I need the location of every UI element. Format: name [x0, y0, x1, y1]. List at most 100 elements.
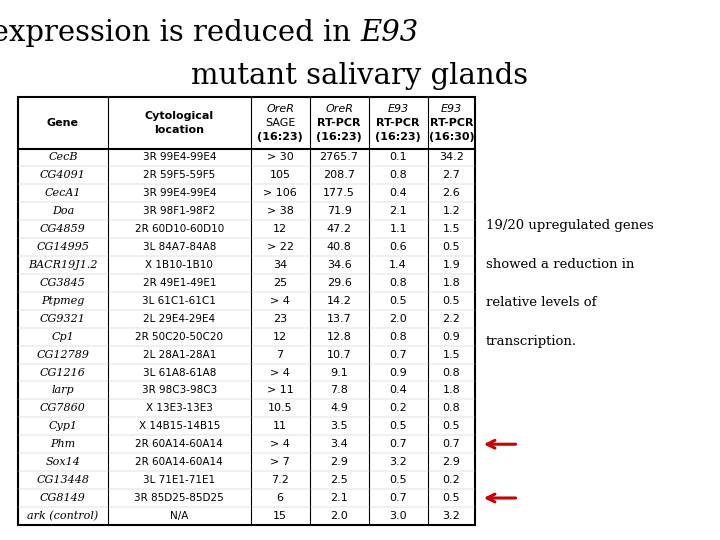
- Text: 0.5: 0.5: [390, 475, 407, 485]
- Text: transcription.: transcription.: [486, 335, 577, 348]
- Text: E93: E93: [360, 19, 418, 47]
- Text: 105: 105: [269, 171, 291, 180]
- Text: 1.5: 1.5: [443, 224, 460, 234]
- Text: > 106: > 106: [264, 188, 297, 198]
- Text: 3L 61A8-61A8: 3L 61A8-61A8: [143, 368, 216, 377]
- Text: BACR19J1.2: BACR19J1.2: [28, 260, 98, 270]
- Text: E93: E93: [387, 104, 409, 114]
- Text: Cp1: Cp1: [52, 332, 74, 342]
- Text: 2.1: 2.1: [390, 206, 407, 216]
- Text: 11: 11: [273, 421, 287, 431]
- Text: Phm: Phm: [50, 439, 76, 449]
- Text: Sox14: Sox14: [45, 457, 81, 467]
- Text: 2.2: 2.2: [443, 314, 460, 324]
- Text: Gene: Gene: [47, 118, 79, 128]
- Text: 0.7: 0.7: [390, 349, 407, 360]
- Text: X 14B15-14B15: X 14B15-14B15: [138, 421, 220, 431]
- Text: location: location: [154, 125, 204, 135]
- Text: Cytological: Cytological: [145, 111, 214, 121]
- Text: 3L 61C1-61C1: 3L 61C1-61C1: [143, 296, 216, 306]
- Text: CecB: CecB: [48, 152, 78, 163]
- Text: 12.8: 12.8: [327, 332, 351, 342]
- Text: 2.9: 2.9: [443, 457, 460, 467]
- Text: 1.9: 1.9: [443, 260, 460, 270]
- Text: 2.9: 2.9: [330, 457, 348, 467]
- Text: 0.1: 0.1: [390, 152, 407, 163]
- Text: CG8149: CG8149: [40, 493, 86, 503]
- Text: > 4: > 4: [270, 296, 290, 306]
- Text: (16:23): (16:23): [316, 132, 362, 142]
- Text: 0.2: 0.2: [390, 403, 407, 414]
- Text: RT-PCR: RT-PCR: [377, 118, 420, 128]
- Text: 0.8: 0.8: [390, 332, 407, 342]
- Text: 71.9: 71.9: [327, 206, 351, 216]
- Text: > 4: > 4: [270, 368, 290, 377]
- Text: 1.5: 1.5: [443, 349, 460, 360]
- Text: 177.5: 177.5: [323, 188, 355, 198]
- Text: X 1B10-1B10: X 1B10-1B10: [145, 260, 213, 270]
- Text: X 13E3-13E3: X 13E3-13E3: [146, 403, 212, 414]
- Text: 0.8: 0.8: [443, 403, 460, 414]
- Text: CG3845: CG3845: [40, 278, 86, 288]
- Text: relative levels of: relative levels of: [486, 296, 596, 309]
- Text: 0.7: 0.7: [390, 439, 407, 449]
- Text: 2.5: 2.5: [330, 475, 348, 485]
- Text: (16:30): (16:30): [428, 132, 474, 142]
- Text: Doa: Doa: [52, 206, 74, 216]
- Text: 2R 59F5-59F5: 2R 59F5-59F5: [143, 171, 215, 180]
- Text: 2.6: 2.6: [443, 188, 460, 198]
- Text: 10.7: 10.7: [327, 349, 351, 360]
- Text: OreR: OreR: [266, 104, 294, 114]
- Text: RT-PCR: RT-PCR: [430, 118, 473, 128]
- Text: > 11: > 11: [266, 386, 294, 395]
- Text: 3R 98F1-98F2: 3R 98F1-98F2: [143, 206, 215, 216]
- Text: Cyp1: Cyp1: [48, 421, 78, 431]
- Text: CG1216: CG1216: [40, 368, 86, 377]
- Text: 13.7: 13.7: [327, 314, 351, 324]
- Text: 0.5: 0.5: [443, 242, 460, 252]
- Text: larp: larp: [52, 386, 74, 395]
- Text: 2R 60D10-60D10: 2R 60D10-60D10: [135, 224, 224, 234]
- Text: 4.9: 4.9: [330, 403, 348, 414]
- Text: 0.5: 0.5: [443, 421, 460, 431]
- Text: 2R 50C20-50C20: 2R 50C20-50C20: [135, 332, 223, 342]
- Text: 23: 23: [273, 314, 287, 324]
- Text: 3R 85D25-85D25: 3R 85D25-85D25: [135, 493, 224, 503]
- Text: 3R 98C3-98C3: 3R 98C3-98C3: [142, 386, 217, 395]
- Bar: [18, 97, 475, 525]
- Text: 2L 28A1-28A1: 2L 28A1-28A1: [143, 349, 216, 360]
- Text: 0.8: 0.8: [390, 171, 407, 180]
- Text: 10.5: 10.5: [268, 403, 292, 414]
- Text: 0.5: 0.5: [443, 296, 460, 306]
- Text: > 30: > 30: [266, 152, 294, 163]
- Text: 3L 71E1-71E1: 3L 71E1-71E1: [143, 475, 215, 485]
- Text: > 7: > 7: [270, 457, 290, 467]
- Text: RT-PCR: RT-PCR: [318, 118, 361, 128]
- Text: 1.1: 1.1: [390, 224, 407, 234]
- Text: 7.2: 7.2: [271, 475, 289, 485]
- Text: 7.8: 7.8: [330, 386, 348, 395]
- Text: 7: 7: [276, 349, 284, 360]
- Text: 2L 29E4-29E4: 2L 29E4-29E4: [143, 314, 215, 324]
- Text: 25: 25: [273, 278, 287, 288]
- Text: 34: 34: [273, 260, 287, 270]
- Text: 0.5: 0.5: [443, 493, 460, 503]
- Text: 3.2: 3.2: [443, 511, 460, 521]
- Text: 0.8: 0.8: [443, 368, 460, 377]
- Text: CecA1: CecA1: [45, 188, 81, 198]
- Text: CG4091: CG4091: [40, 171, 86, 180]
- Text: 34.6: 34.6: [327, 260, 351, 270]
- Text: mutant salivary glands: mutant salivary glands: [192, 62, 528, 90]
- Text: 3.4: 3.4: [330, 439, 348, 449]
- Text: 9.1: 9.1: [330, 368, 348, 377]
- Text: CG4859: CG4859: [40, 224, 86, 234]
- Text: 12: 12: [273, 332, 287, 342]
- Text: 19/20 upregulated genes: 19/20 upregulated genes: [486, 219, 654, 232]
- Text: 3.0: 3.0: [390, 511, 407, 521]
- Text: 34.2: 34.2: [439, 152, 464, 163]
- Text: 0.9: 0.9: [443, 332, 460, 342]
- Text: 0.8: 0.8: [390, 278, 407, 288]
- Text: 2.1: 2.1: [330, 493, 348, 503]
- Text: 2765.7: 2765.7: [320, 152, 359, 163]
- Text: 0.6: 0.6: [390, 242, 407, 252]
